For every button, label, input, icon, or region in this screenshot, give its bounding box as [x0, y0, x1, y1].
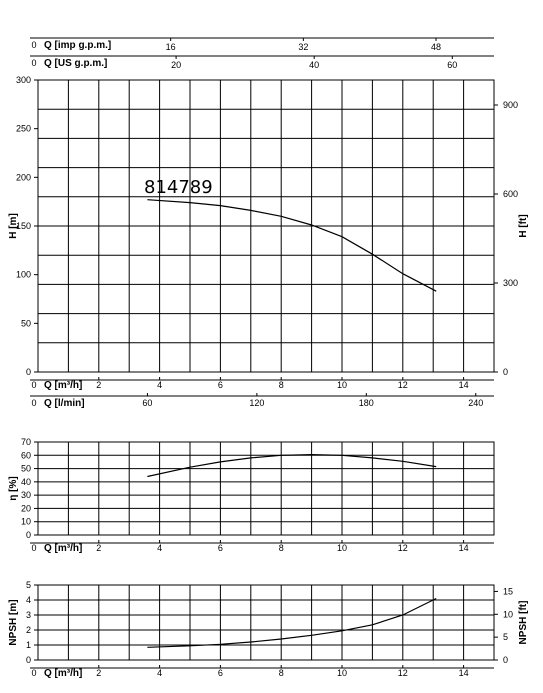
- npsh-xtick-label: 8: [279, 668, 284, 678]
- head-ytick-right-label: 300: [503, 278, 518, 288]
- head-extra-axis-lmin-origin: 0: [31, 398, 36, 408]
- head-extra-axis-us-tick-label: 20: [171, 60, 181, 70]
- head-extra-axis-us-tick-label: 40: [309, 60, 319, 70]
- head-xlabel: Q [m³/h]: [44, 380, 82, 391]
- head-xtick-label: 0: [31, 380, 36, 390]
- npsh-ytick-label: 5: [26, 580, 31, 590]
- head-ytick-label: 100: [16, 270, 31, 280]
- eff-xtick-label: 8: [279, 543, 284, 553]
- eff-ylabel: η [%]: [8, 476, 19, 500]
- eff-xtick-label: 12: [398, 543, 408, 553]
- head-xtick-label: 12: [398, 380, 408, 390]
- head-extra-axis-imp-tick-label: 32: [298, 42, 308, 52]
- npsh-xtick-label: 10: [337, 668, 347, 678]
- head-extra-axis-us-tick-label: 60: [447, 60, 457, 70]
- head-ytick-right-label: 900: [503, 100, 518, 110]
- npsh-xtick-label: 12: [398, 668, 408, 678]
- npsh-ytick-right-label: 10: [503, 609, 513, 619]
- npsh-ytick-right-label: 5: [503, 632, 508, 642]
- eff-xlabel: Q [m³/h]: [44, 543, 82, 554]
- npsh-xtick-label: 0: [31, 668, 36, 678]
- head-extra-axis-us-label: Q [US g.p.m.]: [44, 58, 107, 69]
- npsh-plot-frame: [37, 584, 495, 661]
- head-ytick-label: 250: [16, 124, 31, 134]
- head-extra-axis-imp-tick-label: 48: [431, 42, 441, 52]
- head-extra-axis-lmin-tick-label: 60: [142, 398, 152, 408]
- npsh-ytick-label: 0: [26, 655, 31, 665]
- head-ytick-right-label: 600: [503, 189, 518, 199]
- eff-xtick-label: 4: [157, 543, 162, 553]
- npsh-ytick-right-label: 15: [503, 586, 513, 596]
- eff-plot-frame: [37, 441, 495, 536]
- npsh-ytick-right-label: 0: [503, 655, 508, 665]
- head-extra-axis-imp-label: Q [imp g.p.m.]: [44, 40, 111, 51]
- head-extra-axis-lmin-tick-label: 240: [468, 398, 483, 408]
- eff-ytick-label: 40: [21, 477, 31, 487]
- curve-label: 814789: [144, 177, 213, 198]
- eff-ytick-label: 20: [21, 503, 31, 513]
- head-ytick-label: 50: [21, 318, 31, 328]
- head-xtick-label: 2: [96, 380, 101, 390]
- eff-ytick-label: 50: [21, 464, 31, 474]
- eff-ytick-label: 60: [21, 450, 31, 460]
- head-ytick-label: 200: [16, 172, 31, 182]
- head-ylabel: H [m]: [8, 213, 19, 239]
- head-ylabel-right: H [ft]: [518, 214, 529, 237]
- head-xtick-label: 10: [337, 380, 347, 390]
- eff-xtick-label: 6: [218, 543, 223, 553]
- npsh-ylabel-right: NPSH [ft]: [518, 601, 529, 645]
- eff-ytick-label: 10: [21, 517, 31, 527]
- head-ytick-label: 300: [16, 75, 31, 85]
- eff-ytick-label: 70: [21, 437, 31, 447]
- eff-xtick-label: 0: [31, 543, 36, 553]
- head-xtick-label: 6: [218, 380, 223, 390]
- npsh-ytick-label: 1: [26, 640, 31, 650]
- head-ytick-right-label: 0: [503, 367, 508, 377]
- head-extra-axis-lmin-tick-label: 180: [359, 398, 374, 408]
- head-extra-axis-lmin-tick-label: 120: [249, 398, 264, 408]
- npsh-ytick-label: 4: [26, 595, 31, 605]
- eff-ytick-label: 0: [26, 530, 31, 540]
- head-ytick-label: 150: [16, 221, 31, 231]
- npsh-ylabel: NPSH [m]: [8, 599, 19, 645]
- npsh-xtick-label: 6: [218, 668, 223, 678]
- head-ytick-label: 0: [26, 367, 31, 377]
- head-curve: [147, 199, 437, 292]
- head-extra-axis-imp-origin: 0: [31, 40, 36, 50]
- eff-xtick-label: 10: [337, 543, 347, 553]
- npsh-xtick-label: 2: [96, 668, 101, 678]
- eff-xtick-label: 14: [459, 543, 469, 553]
- npsh-xlabel: Q [m³/h]: [44, 668, 82, 679]
- npsh-xtick-label: 4: [157, 668, 162, 678]
- npsh-curve: [147, 597, 437, 648]
- head-extra-axis-us-origin: 0: [31, 58, 36, 68]
- eff-ytick-label: 30: [21, 490, 31, 500]
- head-extra-axis-lmin-label: Q [l/min]: [44, 398, 85, 409]
- head-xtick-label: 4: [157, 380, 162, 390]
- eff-xtick-label: 2: [96, 543, 101, 553]
- npsh-ytick-label: 2: [26, 625, 31, 635]
- npsh-ytick-label: 3: [26, 610, 31, 620]
- head-extra-axis-imp-tick-label: 16: [166, 42, 176, 52]
- eff-curve: [147, 453, 437, 478]
- npsh-xtick-label: 14: [459, 668, 469, 678]
- head-xtick-label: 14: [459, 380, 469, 390]
- head-xtick-label: 8: [279, 380, 284, 390]
